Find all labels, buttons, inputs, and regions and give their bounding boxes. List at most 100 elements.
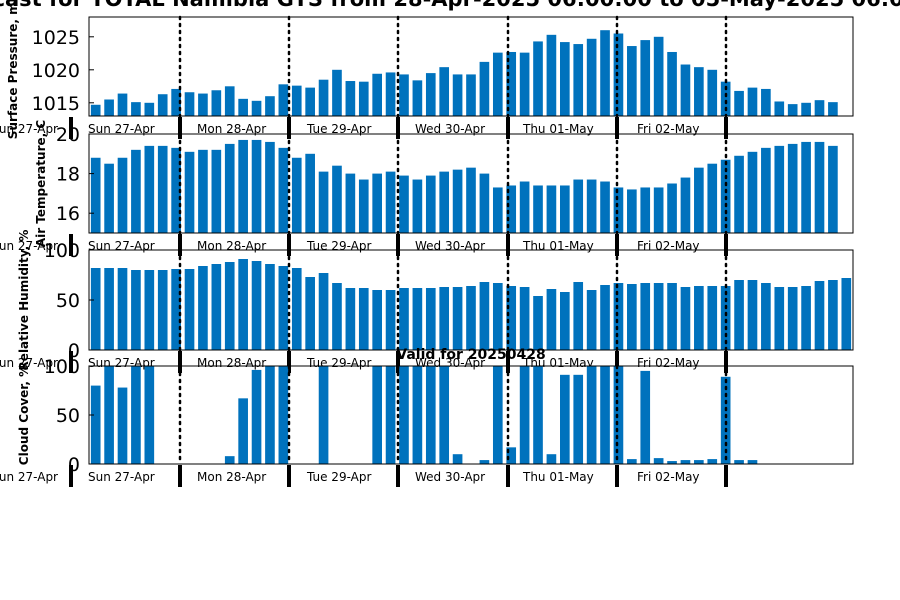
bar xyxy=(720,376,731,464)
bar xyxy=(774,101,785,116)
bar xyxy=(358,288,369,350)
bar xyxy=(506,185,517,233)
bar xyxy=(238,98,248,116)
bar xyxy=(90,104,101,116)
x-tick-label: Fri 02-May xyxy=(637,356,700,370)
x-tick-label: Wed 30-Apr xyxy=(415,239,485,253)
bar xyxy=(171,147,181,233)
bar xyxy=(546,289,557,350)
bar xyxy=(144,270,155,350)
bar xyxy=(399,175,409,233)
bar xyxy=(278,147,289,233)
bar xyxy=(546,185,557,233)
y-tick-label: 50 xyxy=(56,290,80,312)
bar xyxy=(519,52,530,116)
x-tick-label: Sun 27-Apr xyxy=(88,239,155,253)
bar xyxy=(265,141,275,233)
bar xyxy=(425,175,436,233)
bar xyxy=(265,264,275,350)
bar xyxy=(680,177,691,233)
bar xyxy=(291,157,302,233)
bar xyxy=(492,187,503,233)
bar xyxy=(332,165,342,233)
bar xyxy=(734,90,744,116)
bar xyxy=(600,30,610,117)
y-axis-label: Air Temperature, C xyxy=(34,120,48,248)
bar xyxy=(318,171,329,233)
bar xyxy=(425,73,436,116)
bar xyxy=(251,100,262,116)
bar xyxy=(801,102,811,116)
bar xyxy=(627,46,637,116)
y-tick-label: 1015 xyxy=(32,93,80,115)
x-tick-label: Fri 02-May xyxy=(637,122,700,136)
bar xyxy=(211,264,222,350)
bar xyxy=(90,157,101,233)
y-tick-label: 1020 xyxy=(32,60,80,82)
bar xyxy=(506,51,517,117)
bar xyxy=(694,67,704,116)
bar xyxy=(573,282,584,350)
x-tick-label: Fri 02-May xyxy=(637,470,700,484)
bar xyxy=(761,283,771,350)
bar xyxy=(439,67,450,116)
bar xyxy=(573,374,584,464)
bar xyxy=(707,286,718,350)
bar xyxy=(238,139,248,233)
bar xyxy=(452,169,463,233)
bar xyxy=(506,447,517,464)
bar xyxy=(265,96,275,116)
bar xyxy=(439,171,450,233)
bar xyxy=(707,163,718,233)
bar xyxy=(144,366,155,464)
y-tick-label: 50 xyxy=(56,405,80,427)
bar xyxy=(814,100,825,116)
bar xyxy=(694,286,704,350)
bar xyxy=(479,282,490,350)
bar xyxy=(131,366,141,464)
bar xyxy=(372,366,382,464)
bar xyxy=(238,259,248,350)
bar xyxy=(653,283,664,350)
x-tick-label: Tue 29-Apr xyxy=(306,122,371,136)
bar xyxy=(332,283,342,350)
y-tick-label: 16 xyxy=(56,203,80,225)
y-axis-label: Surface Pressure, mb xyxy=(6,0,20,139)
bar xyxy=(600,181,610,233)
bar xyxy=(345,288,356,350)
bar xyxy=(573,179,584,233)
bar xyxy=(291,268,302,350)
bar xyxy=(425,366,436,464)
bar xyxy=(412,80,423,116)
bar xyxy=(667,283,677,350)
bar xyxy=(157,270,168,350)
subplot-title: Valid for 20250428 xyxy=(396,347,545,363)
bar xyxy=(653,36,664,116)
bar xyxy=(211,90,222,116)
bar xyxy=(479,460,490,464)
x-tick-label: Mon 28-Apr xyxy=(197,122,266,136)
y-tick-label: 18 xyxy=(56,164,80,186)
x-tick-label: Wed 30-Apr xyxy=(415,470,485,484)
bar xyxy=(506,286,517,350)
x-tick-label-partial: Sun 27-Apr xyxy=(0,356,58,370)
bar xyxy=(613,187,624,233)
bar xyxy=(131,270,141,350)
x-tick-label: Tue 29-Apr xyxy=(306,239,371,253)
bar xyxy=(171,88,181,116)
bar xyxy=(425,288,436,350)
bar xyxy=(841,278,852,350)
x-tick-label: Thu 01-May xyxy=(522,122,594,136)
bar xyxy=(224,86,235,116)
bar xyxy=(680,460,691,464)
bar xyxy=(828,145,838,233)
x-tick-label: Thu 01-May xyxy=(522,239,594,253)
bar xyxy=(694,460,704,464)
bar xyxy=(747,87,758,116)
bar xyxy=(694,167,704,233)
bar xyxy=(828,102,838,116)
bar xyxy=(399,74,409,116)
bar xyxy=(224,143,235,233)
